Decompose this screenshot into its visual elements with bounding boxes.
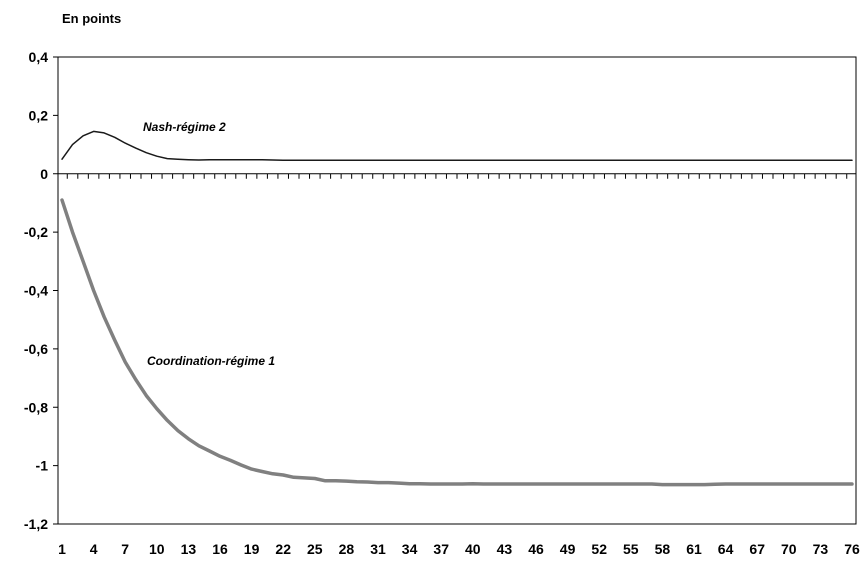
x-tick-label: 7 <box>121 541 129 557</box>
series-line-nash-regime-2 <box>61 130 853 162</box>
y-tick-label: 0,2 <box>29 107 49 123</box>
x-tick-label: 19 <box>244 541 260 557</box>
x-tick-label: 61 <box>686 541 702 557</box>
series-label-nash: Nash-régime 2 <box>143 120 226 134</box>
x-tick-label: 58 <box>655 541 671 557</box>
x-tick-label: 22 <box>275 541 291 557</box>
x-tick-label: 67 <box>749 541 765 557</box>
series-layer <box>60 130 854 487</box>
y-tick-label: 0,4 <box>29 49 49 65</box>
y-tick-label: -0,2 <box>24 224 48 240</box>
x-tick-label: 55 <box>623 541 639 557</box>
y-axis: 0,4 0,2 0 -0,2 -0,4 -0,6 -0,8 -1 -1,2 <box>24 49 58 532</box>
x-tick-label: 10 <box>149 541 165 557</box>
y-tick-label: -0,8 <box>24 399 48 415</box>
x-tick-label: 43 <box>497 541 513 557</box>
x-tick-label: 31 <box>370 541 386 557</box>
x-tick-label: 1 <box>58 541 66 557</box>
series-label-coordination: Coordination-régime 1 <box>147 354 275 368</box>
x-tick-label: 52 <box>591 541 607 557</box>
x-tick-label: 64 <box>718 541 734 557</box>
y-tick-label: 0 <box>40 166 48 182</box>
x-tick-label: 70 <box>781 541 797 557</box>
x-tick-label: 73 <box>813 541 829 557</box>
x-tick-label: 49 <box>560 541 576 557</box>
y-tick-label: -0,4 <box>24 283 48 299</box>
x-tick-label: 4 <box>90 541 98 557</box>
x-tick-label: 37 <box>433 541 449 557</box>
series-labels: Nash-régime 2 Coordination-régime 1 <box>143 120 275 368</box>
unit-label: En points <box>62 11 121 26</box>
x-tick-label: 13 <box>181 541 197 557</box>
x-tick-label: 25 <box>307 541 323 557</box>
x-tick-label: 28 <box>339 541 355 557</box>
series-line-coordination-regime-1 <box>60 198 854 487</box>
x-tick-label: 40 <box>465 541 481 557</box>
x-tick-label: 46 <box>528 541 544 557</box>
y-tick-label: -0,6 <box>24 341 48 357</box>
y-tick-label: -1 <box>36 458 49 474</box>
x-tick-label: 76 <box>844 541 860 557</box>
x-tick-label: 34 <box>402 541 418 557</box>
x-tick-label: 16 <box>212 541 228 557</box>
y-tick-label: -1,2 <box>24 516 48 532</box>
x-axis: 1 4 7 10 13 16 19 22 25 28 31 34 37 40 43 46 49 52 55 58 61 6… <box>58 173 860 557</box>
